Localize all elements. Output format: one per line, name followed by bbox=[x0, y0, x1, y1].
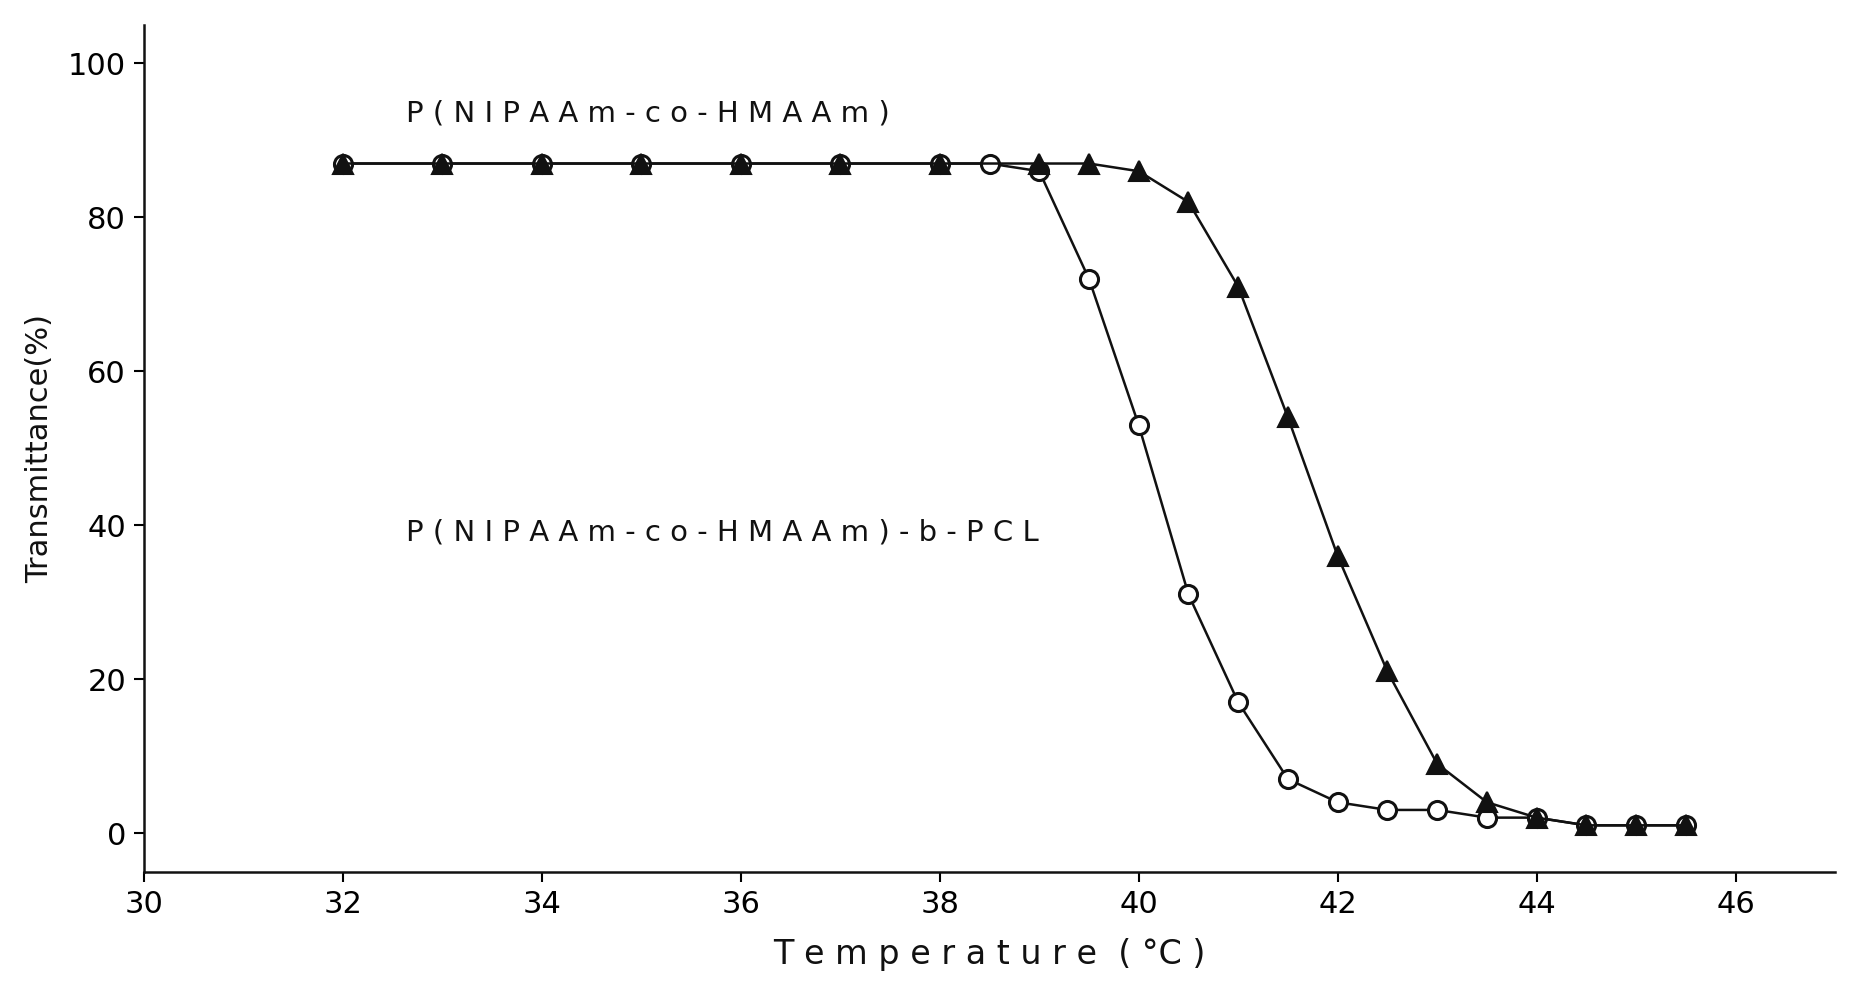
Y-axis label: Transmittance(%): Transmittance(%) bbox=[24, 314, 54, 583]
X-axis label: T e m p e r a t u r e  ( °C ): T e m p e r a t u r e ( °C ) bbox=[774, 938, 1205, 971]
Text: P ( N I P A A m - c o - H M A A m ): P ( N I P A A m - c o - H M A A m ) bbox=[405, 100, 889, 127]
Text: P ( N I P A A m - c o - H M A A m ) - b - P C L: P ( N I P A A m - c o - H M A A m ) - b … bbox=[405, 519, 1040, 547]
